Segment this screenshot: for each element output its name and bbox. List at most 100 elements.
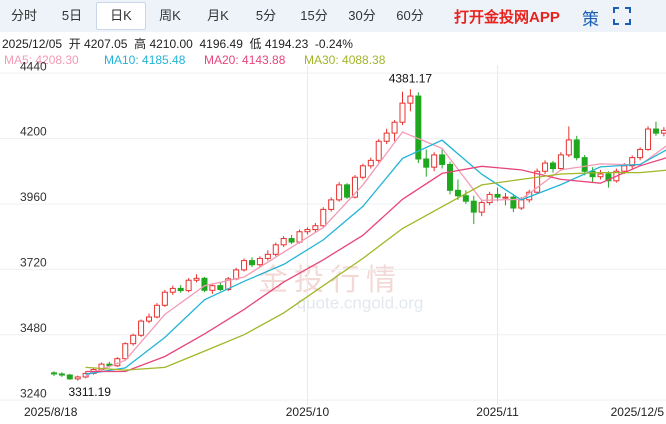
- watermark-url: quote.cngold.org: [297, 293, 424, 312]
- ma-line: [85, 139, 666, 375]
- candle-body: [454, 189, 461, 197]
- annotation: 3311.19: [68, 385, 111, 399]
- x-tick-label: 2025/12/5: [611, 405, 665, 419]
- candle-body: [351, 176, 358, 198]
- candle-body: [138, 320, 145, 336]
- candle-body: [50, 372, 57, 375]
- candle-body: [146, 316, 153, 322]
- candle-body: [637, 148, 644, 159]
- tab[interactable]: 5日: [61, 8, 83, 23]
- candle-body: [328, 199, 335, 210]
- app-link[interactable]: 打开金投网APP: [454, 9, 560, 26]
- annotation: 4381.17: [389, 71, 433, 85]
- candle-body: [557, 154, 564, 170]
- info-line: 2025/12/05 开 4207.05 高 4210.00 4196.49 低…: [2, 36, 353, 51]
- candle-body: [264, 253, 271, 259]
- candle-body: [217, 285, 224, 290]
- ma-line: [85, 169, 666, 371]
- candle-body: [177, 287, 184, 292]
- ma-line: [85, 157, 666, 373]
- candle-body: [431, 154, 438, 168]
- candle-body: [359, 165, 366, 178]
- candle-body: [660, 129, 666, 134]
- candle-body: [462, 195, 469, 202]
- strategy-button[interactable]: 策: [582, 10, 599, 29]
- candle-body: [581, 157, 588, 172]
- y-tick-label: 4440: [20, 59, 47, 73]
- candle-body: [542, 162, 549, 172]
- x-tick-label: 2025/8/18: [24, 405, 78, 419]
- y-tick-label: 3720: [20, 255, 47, 269]
- candle-body: [344, 184, 351, 198]
- tab[interactable]: 周K: [159, 8, 181, 23]
- candle-body: [629, 157, 636, 167]
- candle-body: [439, 154, 446, 165]
- candle-body: [58, 373, 65, 376]
- legend-entry: MA20: 4143.88: [204, 53, 286, 67]
- y-tick-label: 3960: [20, 190, 47, 204]
- x-tick-label: 2025/11: [476, 405, 519, 419]
- chart: 2025/12/05 开 4207.05 高 4210.00 4196.49 低…: [0, 36, 666, 419]
- candle-body: [336, 184, 343, 201]
- candle-body: [272, 244, 279, 255]
- candle-body: [621, 165, 628, 172]
- candle-body: [233, 269, 240, 280]
- candle-body: [597, 173, 604, 178]
- candle-body: [280, 238, 287, 246]
- candle-body: [573, 139, 580, 159]
- tab[interactable]: 分时: [10, 8, 37, 23]
- y-tick-label: 4200: [20, 125, 47, 139]
- candle-body: [185, 279, 192, 292]
- candle-body: [122, 343, 129, 360]
- x-tick-label: 2025/10: [286, 405, 330, 419]
- candle-body: [248, 260, 255, 266]
- candle-body: [391, 121, 398, 134]
- candle-body: [565, 139, 572, 156]
- candle-body: [549, 162, 556, 170]
- candle-body: [375, 140, 382, 161]
- candle-body: [383, 132, 390, 142]
- tab[interactable]: 15分: [300, 8, 328, 23]
- candle-body: [288, 238, 295, 243]
- tab[interactable]: 日K: [96, 2, 146, 30]
- candle-body: [169, 287, 176, 293]
- candle-body: [494, 193, 501, 198]
- tab[interactable]: 30分: [348, 8, 376, 23]
- candle-body: [66, 374, 73, 380]
- candle-body: [415, 95, 422, 160]
- legend-entry: MA10: 4185.48: [104, 53, 186, 67]
- candle-body: [502, 196, 509, 199]
- candle-body: [367, 159, 374, 167]
- candle-body: [605, 173, 612, 182]
- candle-body: [407, 95, 414, 104]
- y-tick-label: 3480: [20, 321, 47, 335]
- candle-body: [510, 196, 517, 209]
- legend-entry: MA30: 4088.38: [304, 53, 386, 67]
- candle-body: [201, 277, 208, 291]
- candle-body: [534, 170, 541, 193]
- tab[interactable]: 60分: [396, 8, 424, 23]
- candle-body: [153, 304, 160, 318]
- candle-body: [478, 202, 485, 213]
- candle-body: [518, 199, 525, 209]
- candle-body: [399, 102, 406, 123]
- legend-entry: MA5: 4208.30: [4, 53, 79, 67]
- candle-body: [589, 170, 596, 178]
- candle-body: [209, 285, 216, 291]
- candle-body: [241, 260, 248, 271]
- candle-body: [486, 193, 493, 204]
- candle-body: [447, 163, 454, 191]
- candle-body: [225, 278, 232, 290]
- tab[interactable]: 5分: [255, 8, 277, 23]
- tab-bar: 分时 5日 日K 周K 月K 5分 15分 30分 60分: [0, 0, 666, 32]
- expand-icon[interactable]: [612, 6, 632, 26]
- ma-line: [85, 131, 666, 377]
- candle-body: [470, 200, 477, 213]
- candle-body: [193, 277, 200, 281]
- candle-body: [256, 257, 263, 266]
- candle-body: [320, 208, 327, 227]
- candle-body: [74, 376, 81, 380]
- tab[interactable]: 月K: [207, 8, 229, 23]
- candle-body: [161, 291, 168, 306]
